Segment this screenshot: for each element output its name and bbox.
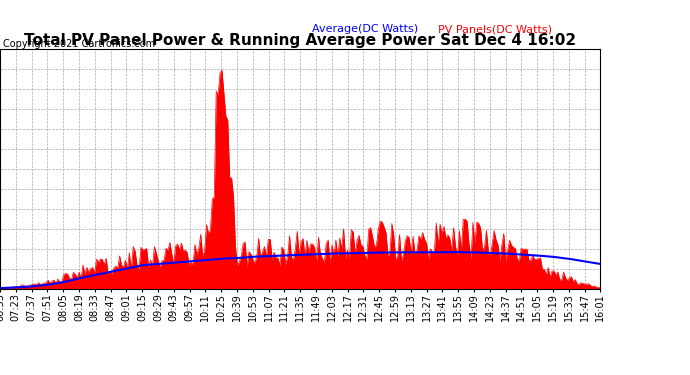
Text: PV Panels(DC Watts): PV Panels(DC Watts) (438, 24, 552, 34)
Title: Total PV Panel Power & Running Average Power Sat Dec 4 16:02: Total PV Panel Power & Running Average P… (24, 33, 576, 48)
Text: Average(DC Watts): Average(DC Watts) (312, 24, 418, 34)
Text: Copyright 2021 Cartronics.com: Copyright 2021 Cartronics.com (3, 39, 155, 50)
